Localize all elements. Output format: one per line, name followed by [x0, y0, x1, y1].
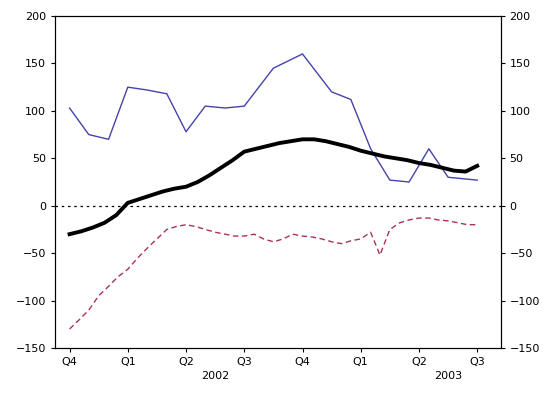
Text: 2003: 2003 — [434, 370, 462, 380]
Text: 2002: 2002 — [201, 370, 229, 380]
